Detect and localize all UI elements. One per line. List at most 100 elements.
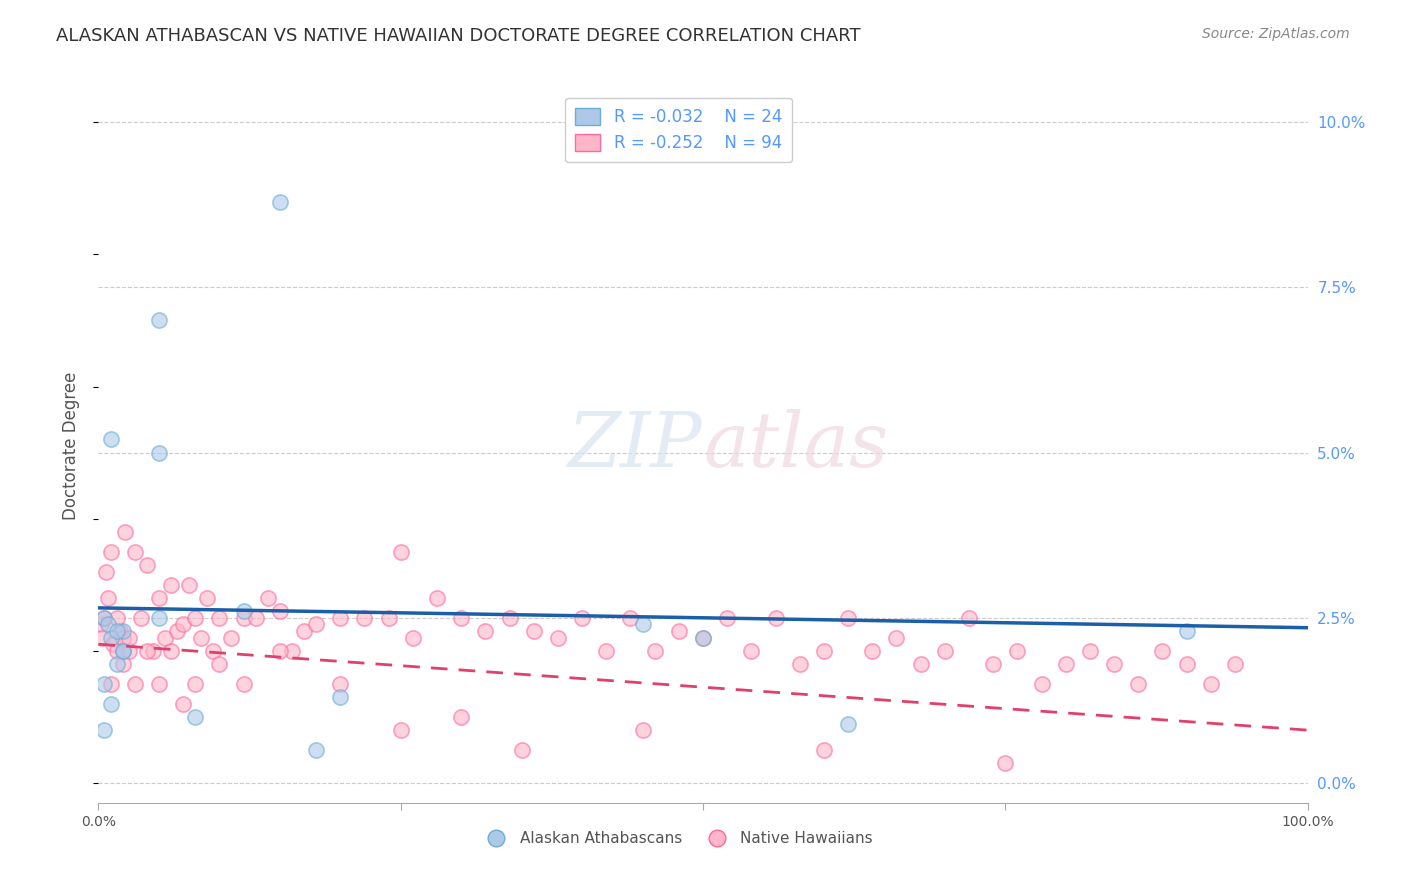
- Point: [111, 644, 134, 658]
- Point: [105, 611, 128, 625]
- Point: [886, 631, 908, 645]
- Point: [148, 313, 170, 327]
- Point: [184, 611, 207, 625]
- Point: [245, 611, 267, 625]
- Point: [101, 637, 124, 651]
- Point: [668, 624, 690, 638]
- Point: [269, 194, 291, 209]
- Point: [118, 644, 141, 658]
- Point: [281, 644, 304, 658]
- Point: [1199, 677, 1222, 691]
- Point: [595, 644, 617, 658]
- Point: [631, 723, 654, 738]
- Point: [142, 644, 165, 658]
- Legend: Alaskan Athabascans, Native Hawaiians: Alaskan Athabascans, Native Hawaiians: [478, 825, 879, 852]
- Point: [93, 611, 115, 625]
- Point: [450, 710, 472, 724]
- Point: [93, 723, 115, 738]
- Point: [135, 644, 157, 658]
- Point: [329, 690, 352, 704]
- Point: [329, 677, 352, 691]
- Point: [148, 677, 170, 691]
- Point: [1175, 624, 1198, 638]
- Point: [232, 611, 254, 625]
- Point: [1054, 657, 1077, 671]
- Point: [426, 591, 449, 605]
- Point: [837, 611, 859, 625]
- Point: [1152, 644, 1174, 658]
- Point: [631, 617, 654, 632]
- Point: [474, 624, 496, 638]
- Point: [523, 624, 546, 638]
- Point: [105, 644, 128, 658]
- Point: [269, 644, 291, 658]
- Point: [1102, 657, 1125, 671]
- Text: ZIP: ZIP: [568, 409, 703, 483]
- Point: [547, 631, 569, 645]
- Point: [934, 644, 956, 658]
- Point: [692, 631, 714, 645]
- Point: [571, 611, 593, 625]
- Point: [148, 611, 170, 625]
- Point: [114, 524, 136, 539]
- Point: [184, 677, 207, 691]
- Point: [135, 558, 157, 572]
- Point: [1128, 677, 1150, 691]
- Point: [105, 624, 128, 638]
- Point: [510, 743, 533, 757]
- Point: [160, 578, 183, 592]
- Point: [994, 756, 1017, 771]
- Point: [172, 697, 194, 711]
- Point: [1007, 644, 1029, 658]
- Point: [111, 644, 134, 658]
- Point: [118, 631, 141, 645]
- Point: [97, 617, 120, 632]
- Point: [450, 611, 472, 625]
- Point: [97, 591, 120, 605]
- Point: [232, 604, 254, 618]
- Point: [100, 631, 122, 645]
- Point: [789, 657, 811, 671]
- Point: [100, 433, 122, 447]
- Text: ALASKAN ATHABASCAN VS NATIVE HAWAIIAN DOCTORATE DEGREE CORRELATION CHART: ALASKAN ATHABASCAN VS NATIVE HAWAIIAN DO…: [56, 27, 860, 45]
- Point: [1175, 657, 1198, 671]
- Point: [619, 611, 641, 625]
- Text: Source: ZipAtlas.com: Source: ZipAtlas.com: [1202, 27, 1350, 41]
- Point: [389, 545, 412, 559]
- Point: [166, 624, 188, 638]
- Point: [160, 644, 183, 658]
- Point: [148, 591, 170, 605]
- Point: [129, 611, 152, 625]
- Point: [765, 611, 787, 625]
- Point: [740, 644, 762, 658]
- Point: [100, 697, 122, 711]
- Point: [153, 631, 176, 645]
- Point: [111, 624, 134, 638]
- Point: [716, 611, 738, 625]
- Point: [94, 565, 117, 579]
- Point: [208, 657, 231, 671]
- Point: [184, 710, 207, 724]
- Point: [1031, 677, 1053, 691]
- Point: [93, 611, 115, 625]
- Point: [124, 545, 146, 559]
- Point: [910, 657, 932, 671]
- Point: [813, 644, 835, 658]
- Point: [172, 617, 194, 632]
- Point: [329, 611, 352, 625]
- Point: [111, 631, 134, 645]
- Point: [202, 644, 225, 658]
- Point: [90, 617, 112, 632]
- Point: [269, 604, 291, 618]
- Point: [208, 611, 231, 625]
- Point: [195, 591, 218, 605]
- Point: [292, 624, 315, 638]
- Y-axis label: Doctorate Degree: Doctorate Degree: [62, 372, 80, 520]
- Point: [124, 677, 146, 691]
- Point: [402, 631, 425, 645]
- Point: [111, 657, 134, 671]
- Point: [305, 743, 328, 757]
- Point: [305, 617, 328, 632]
- Point: [179, 578, 201, 592]
- Point: [644, 644, 666, 658]
